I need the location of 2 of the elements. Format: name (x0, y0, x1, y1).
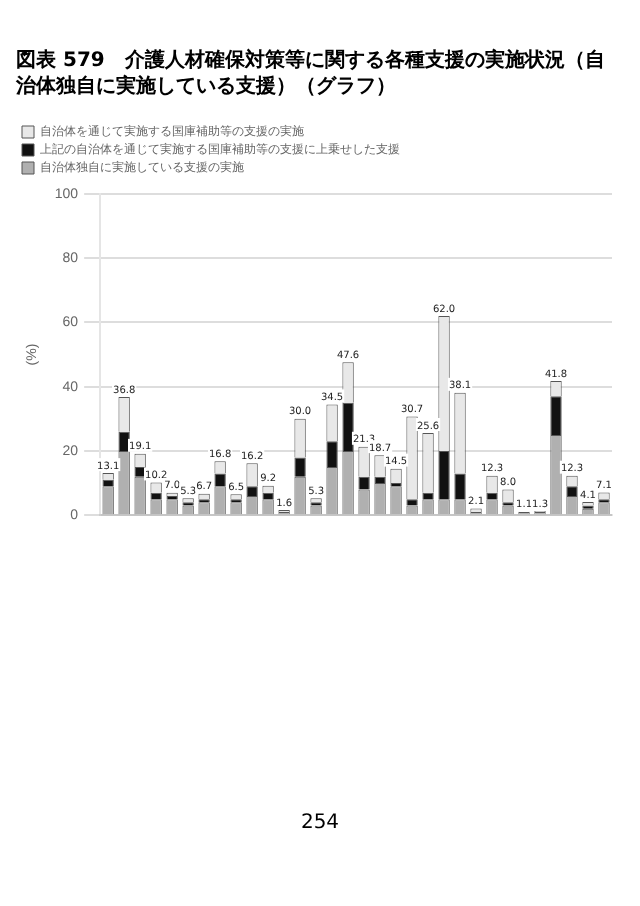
chart-title: 図表 579 介護人材確保対策等に関する各種支援の実施状況（自治体独自に実施している支援）（グラフ） (16, 48, 607, 100)
text: 254 (298, 812, 342, 834)
